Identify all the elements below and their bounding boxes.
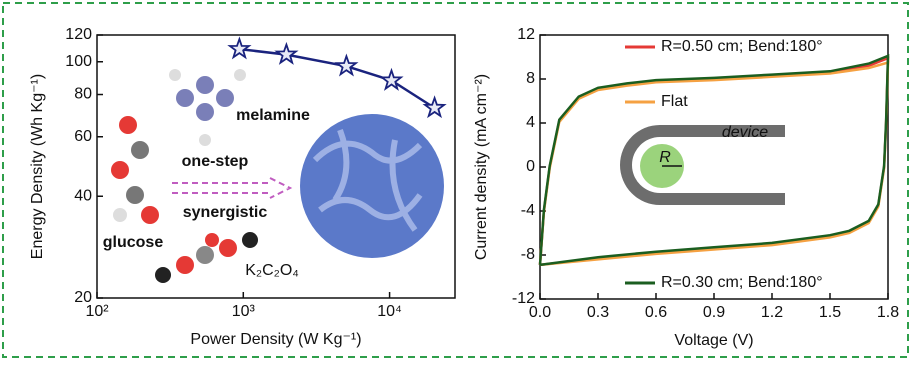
x-tick-label: 1.8 xyxy=(877,304,899,321)
y-tick-label: 4 xyxy=(526,114,535,131)
annotation: K₂C₂O₄ xyxy=(245,262,299,279)
annotation: one-step xyxy=(182,153,249,170)
y-axis-label: Current density (mA cm⁻²) xyxy=(473,74,490,260)
x-axis-label: Power Density (W Kg⁻¹) xyxy=(190,331,361,348)
figure: 10²10³10⁴20406080100120Power Density (W … xyxy=(0,0,911,360)
annotation: R xyxy=(659,149,671,166)
x-tick-label: 0.9 xyxy=(703,304,725,321)
y-tick-label: 100 xyxy=(65,53,92,70)
y-axis-label: Energy Density (Wh Kg⁻¹) xyxy=(29,74,46,259)
x-tick-label: 1.5 xyxy=(819,304,841,321)
glucose-molecule xyxy=(111,116,159,224)
y-tick-label: -12 xyxy=(512,290,535,307)
melamine-molecule xyxy=(169,69,246,146)
star-marker xyxy=(337,56,356,74)
x-tick-label: 0.6 xyxy=(645,304,667,321)
y-tick-label: 0 xyxy=(526,158,535,175)
series-line xyxy=(239,49,434,108)
star-marker xyxy=(230,39,249,57)
legend-label: R=0.30 cm; Bend:180° xyxy=(661,274,823,291)
y-tick-label: 20 xyxy=(74,289,92,306)
star-marker xyxy=(277,45,296,63)
x-tick-label: 10⁴ xyxy=(377,303,402,320)
x-tick-label: 0.3 xyxy=(587,304,609,321)
legend-label: Flat xyxy=(661,93,688,110)
y-tick-label: 120 xyxy=(65,26,92,43)
y-tick-label: 60 xyxy=(74,128,92,145)
x-axis-label: Voltage (V) xyxy=(674,332,753,349)
oxalate-molecule xyxy=(155,232,258,283)
annotation: glucose xyxy=(103,234,164,251)
y-tick-label: -8 xyxy=(521,246,535,263)
annotation: synergistic xyxy=(183,204,268,221)
star-marker xyxy=(425,98,444,116)
legend-label: R=0.50 cm; Bend:180° xyxy=(661,38,823,55)
y-tick-label: 8 xyxy=(526,70,535,87)
y-tick-label: -4 xyxy=(521,202,535,219)
x-tick-label: 10³ xyxy=(232,303,256,320)
x-tick-label: 1.2 xyxy=(761,304,783,321)
annotation: device xyxy=(722,124,768,141)
y-tick-label: 80 xyxy=(74,86,92,103)
sem-image xyxy=(300,114,444,258)
y-tick-label: 12 xyxy=(517,26,535,43)
series-line xyxy=(540,56,888,265)
y-tick-label: 40 xyxy=(74,187,92,204)
arrow xyxy=(172,178,290,198)
annotation: melamine xyxy=(236,107,310,124)
